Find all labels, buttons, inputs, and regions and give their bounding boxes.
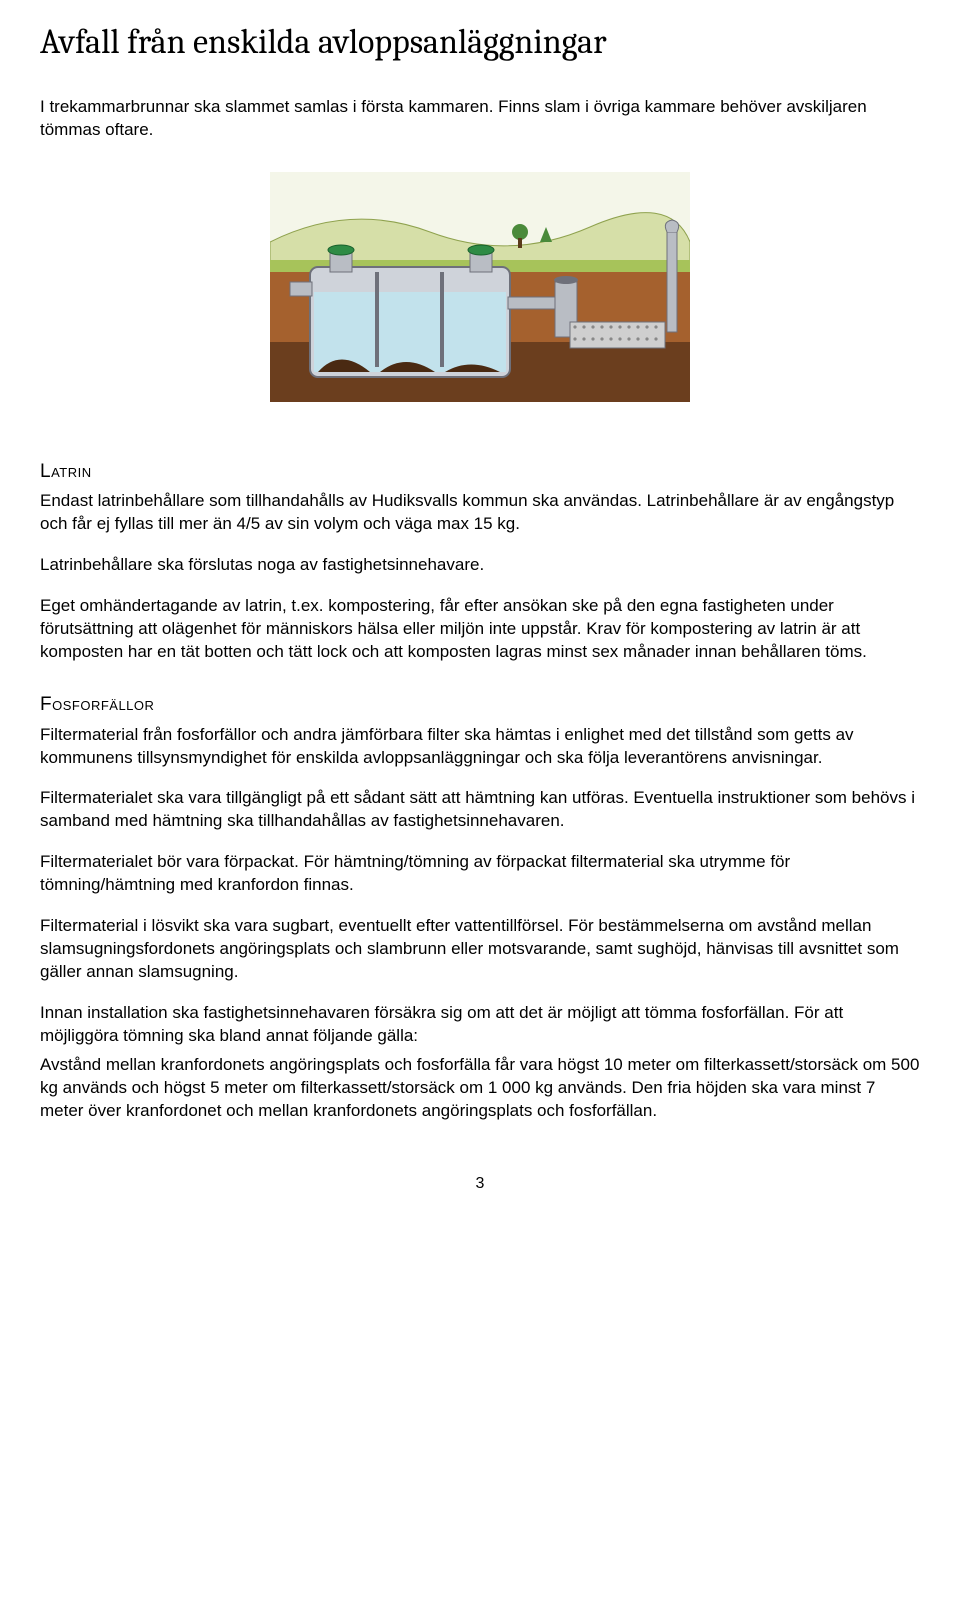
page-title: Avfall från enskilda avloppsanläggningar [40,20,920,66]
intro-paragraph: I trekammarbrunnar ska slammet samlas i … [40,96,920,142]
fosfor-p5: Innan installation ska fastighetsinnehav… [40,1002,920,1048]
latrin-p1: Endast latrinbehållare som tillhandahåll… [40,490,920,536]
septic-tank-diagram [40,172,920,409]
page-number: 3 [40,1173,920,1195]
fosfor-p3: Filtermaterialet bör vara förpackat. För… [40,851,920,897]
fosfor-p1: Filtermaterial från fosforfällor och and… [40,724,920,770]
latrin-p3: Eget omhändertagande av latrin, t.ex. ko… [40,595,920,664]
fosfor-p2: Filtermaterialet ska vara tillgängligt p… [40,787,920,833]
latrin-p2: Latrinbehållare ska förslutas noga av fa… [40,554,920,577]
heading-latrin: Latrin [40,459,920,485]
heading-fosforfallor: Fosforfällor [40,692,920,718]
fosfor-p4: Filtermaterial i lösvikt ska vara sugbar… [40,915,920,984]
fosfor-p6: Avstånd mellan kranfordonets angöringspl… [40,1054,920,1123]
diagram-svg [270,172,690,402]
